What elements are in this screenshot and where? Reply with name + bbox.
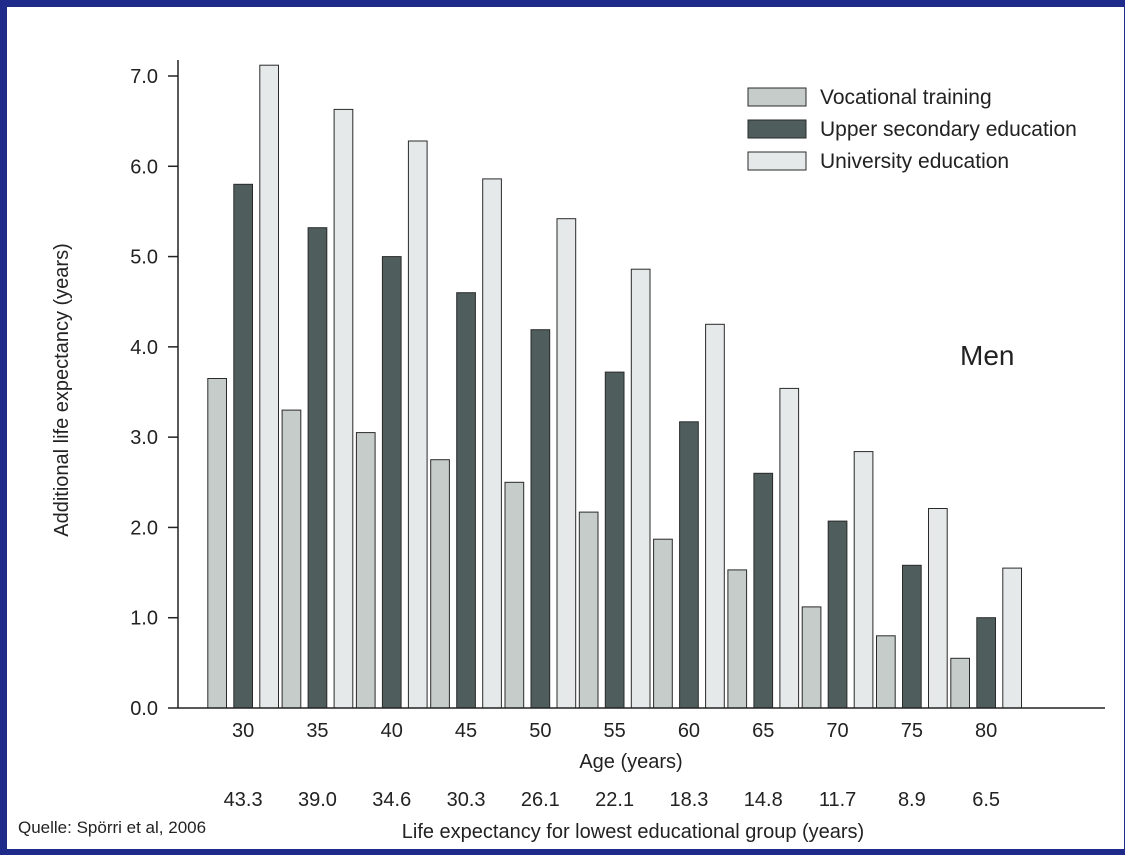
x-tick-label: 55: [604, 720, 626, 742]
bar-upper-secondary-education-30: [234, 184, 253, 708]
bar-upper-secondary-education-40: [382, 257, 401, 708]
secondary-tick-label: 26.1: [521, 789, 560, 811]
secondary-tick-label: 6.5: [972, 789, 1000, 811]
legend-label-upper-secondary-education: Upper secondary education: [820, 118, 1077, 141]
bar-upper-secondary-education-35: [308, 228, 327, 708]
legend-swatch-vocational-training: [748, 88, 806, 106]
bar-university-education-35: [334, 109, 353, 708]
secondary-x-axis-label: Life expectancy for lowest educational g…: [402, 821, 864, 843]
secondary-tick-label: 8.9: [898, 789, 926, 811]
legend-label-university-education: University education: [820, 150, 1009, 173]
y-tick-label: 2.0: [130, 517, 158, 539]
bar-university-education-50: [557, 219, 576, 708]
bar-vocational-training-65: [728, 570, 747, 708]
x-tick-label: 50: [529, 720, 551, 742]
x-tick-label: 70: [826, 720, 848, 742]
bar-vocational-training-40: [356, 433, 375, 708]
y-tick-label: 3.0: [130, 427, 158, 449]
secondary-tick-label: 30.3: [447, 789, 486, 811]
x-tick-label: 60: [678, 720, 700, 742]
bar-university-education-65: [780, 388, 799, 708]
men-annotation: Men: [960, 340, 1014, 371]
x-axis-label: Age (years): [579, 751, 682, 773]
bar-vocational-training-80: [951, 658, 970, 708]
bar-university-education-75: [929, 509, 948, 709]
bar-upper-secondary-education-45: [457, 293, 476, 708]
x-tick-label: 45: [455, 720, 477, 742]
bar-vocational-training-35: [282, 410, 301, 708]
legend-swatch-upper-secondary-education: [748, 120, 806, 138]
x-tick-label: 35: [306, 720, 328, 742]
bar-upper-secondary-education-70: [828, 521, 847, 708]
bar-upper-secondary-education-75: [903, 565, 922, 708]
x-tick-label: 40: [381, 720, 403, 742]
bar-vocational-training-70: [802, 607, 821, 708]
bar-upper-secondary-education-65: [754, 473, 773, 708]
x-tick-label: 80: [975, 720, 997, 742]
secondary-tick-label: 43.3: [224, 789, 263, 811]
source-citation: Quelle: Spörri et al, 2006: [18, 818, 206, 837]
legend-label-vocational-training: Vocational training: [820, 86, 992, 109]
bar-vocational-training-50: [505, 482, 524, 708]
x-tick-label: 30: [232, 720, 254, 742]
secondary-tick-label: 11.7: [819, 789, 856, 811]
y-tick-label: 5.0: [130, 247, 158, 269]
x-tick-label: 65: [752, 720, 774, 742]
secondary-tick-label: 39.0: [298, 789, 337, 811]
bar-university-education-40: [408, 141, 427, 708]
bar-university-education-60: [706, 324, 725, 708]
secondary-tick-label: 18.3: [669, 789, 708, 811]
y-tick-label: 1.0: [130, 608, 158, 630]
y-tick-label: 7.0: [130, 66, 158, 88]
secondary-tick-label: 22.1: [595, 789, 634, 811]
legend-swatch-university-education: [748, 152, 806, 170]
bar-university-education-80: [1003, 568, 1022, 708]
y-tick-label: 0.0: [130, 698, 158, 720]
legend: Vocational training Upper secondary educa…: [748, 86, 1077, 173]
y-tick-label: 6.0: [130, 156, 158, 178]
bar-vocational-training-55: [579, 512, 598, 708]
secondary-tick-label: 14.8: [744, 789, 783, 811]
bar-vocational-training-75: [877, 636, 896, 708]
bar-upper-secondary-education-80: [977, 618, 996, 708]
bar-upper-secondary-education-60: [680, 422, 699, 708]
bar-upper-secondary-education-55: [605, 372, 624, 708]
bar-university-education-30: [260, 65, 279, 708]
bar-university-education-55: [631, 269, 650, 708]
secondary-tick-label: 34.6: [372, 789, 411, 811]
bar-vocational-training-30: [208, 379, 227, 709]
y-axis-label: Additional life expectancy (years): [51, 243, 73, 536]
bar-university-education-70: [854, 452, 873, 708]
x-tick-label: 75: [901, 720, 923, 742]
bar-vocational-training-45: [431, 460, 450, 708]
bar-university-education-45: [483, 179, 502, 708]
bar-upper-secondary-education-50: [531, 330, 550, 708]
y-tick-label: 4.0: [130, 337, 158, 359]
bar-vocational-training-60: [654, 539, 673, 708]
